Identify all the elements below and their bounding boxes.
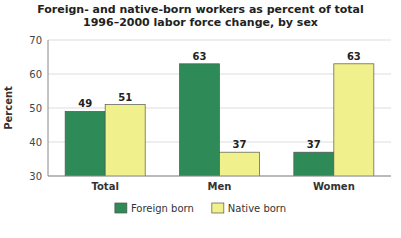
bar xyxy=(179,64,219,176)
y-tick-label: 60 xyxy=(29,69,42,80)
y-tick-label: 30 xyxy=(29,171,42,182)
legend: Foreign born Native born xyxy=(115,203,286,214)
legend-label: Native born xyxy=(228,203,286,214)
data-labels: 49 63 37 51 37 63 xyxy=(78,51,361,150)
x-tick-label: Women xyxy=(313,181,355,192)
bar xyxy=(105,105,145,176)
chart: Foreign- and native-born workers as perc… xyxy=(0,0,401,238)
y-axis-label: Percent xyxy=(3,86,14,130)
bar xyxy=(220,152,260,176)
y-tick-label: 40 xyxy=(29,137,42,148)
legend-swatch xyxy=(115,203,127,213)
x-tick-label: Total xyxy=(92,181,119,192)
bar xyxy=(294,152,334,176)
data-label: 37 xyxy=(233,139,247,150)
legend-swatch xyxy=(212,203,224,213)
data-label: 49 xyxy=(78,98,92,109)
grid-line xyxy=(48,176,391,177)
legend-label: Foreign born xyxy=(131,203,194,214)
grid-line xyxy=(48,40,391,41)
title-line: Foreign- and native-born workers as perc… xyxy=(37,3,364,16)
title: Foreign- and native-born workers as perc… xyxy=(37,3,364,29)
y-tick-label: 70 xyxy=(29,35,42,46)
y-tick-label: 50 xyxy=(29,103,42,114)
x-tick-label: Men xyxy=(208,181,232,192)
data-label: 63 xyxy=(193,51,207,62)
y-axis xyxy=(48,40,49,176)
bar xyxy=(334,64,374,176)
title-line: 1996–2000 labor force change, by sex xyxy=(83,16,318,29)
bars xyxy=(65,64,374,176)
bar xyxy=(65,111,105,176)
data-label: 51 xyxy=(118,92,132,103)
data-label: 63 xyxy=(347,51,361,62)
x-axis xyxy=(48,176,391,177)
data-label: 37 xyxy=(307,139,321,150)
